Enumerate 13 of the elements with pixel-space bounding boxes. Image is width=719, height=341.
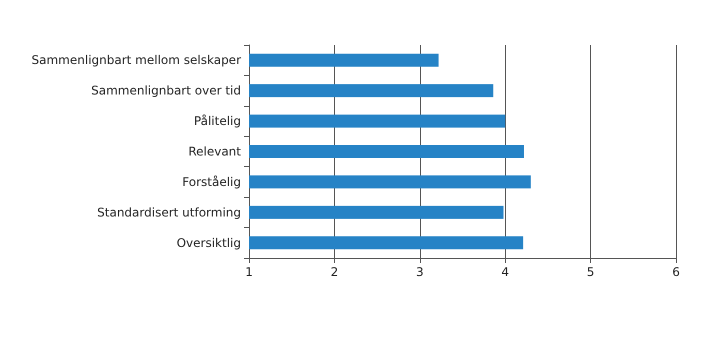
y-tick-label: Pålitelig [194, 114, 241, 128]
x-tick-label: 5 [586, 265, 594, 279]
y-tick-label: Sammenlignbart over tid [91, 84, 241, 98]
y-tick-label: Relevant [188, 144, 242, 158]
x-tick-label: 2 [330, 265, 338, 279]
x-tick-label: 1 [245, 265, 253, 279]
x-tick-label: 4 [501, 265, 510, 279]
y-tick-label: Forståelig [182, 174, 241, 189]
y-tick-label: Standardisert utforming [97, 205, 241, 220]
y-tick-label: Sammenlignbart mellom selskaper [32, 53, 242, 68]
y-tick-label: Oversiktlig [176, 236, 241, 250]
x-tick-label: 6 [672, 265, 680, 279]
x-tick-label: 3 [416, 265, 424, 279]
